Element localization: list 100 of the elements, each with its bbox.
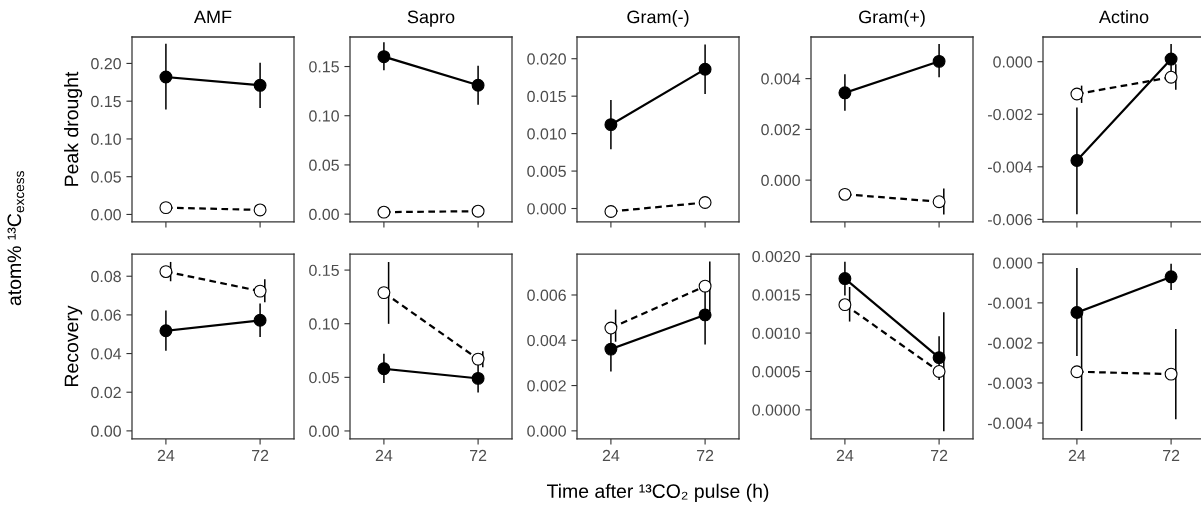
x-tick-label: 24 <box>157 449 175 461</box>
point <box>698 196 712 209</box>
chart-title: Actino <box>1098 10 1149 24</box>
point <box>838 298 852 312</box>
y-tick-label: 0.10 <box>91 133 121 145</box>
point <box>698 308 712 322</box>
y-tick-label: 0.05 <box>91 171 121 183</box>
y-tick-label: 0.000 <box>761 174 800 187</box>
point <box>253 284 267 298</box>
point <box>253 203 267 217</box>
x-tick-label: 24 <box>1068 449 1086 461</box>
y-tick-label: 0.015 <box>527 90 566 103</box>
y-tick-label: 0.02 <box>91 386 121 399</box>
point <box>253 313 267 327</box>
y-tick-label: -0.004 <box>988 161 1033 173</box>
y-axis-title: Peak drought <box>64 71 83 186</box>
y-tick-label: -0.006 <box>988 214 1032 226</box>
point <box>604 342 618 356</box>
y-tick-label: 0.20 <box>91 58 121 70</box>
y-tick-label: 0.15 <box>91 95 121 108</box>
y-tick-label: -0.002 <box>988 108 1032 121</box>
y-tick-label: 0.002 <box>761 124 800 136</box>
point <box>932 364 946 378</box>
y-tick-label: -0.003 <box>988 377 1032 389</box>
y-tick-label: 0.0015 <box>752 289 800 301</box>
point <box>471 204 485 218</box>
y-tick-label: 0.15 <box>309 264 339 277</box>
point <box>159 201 173 215</box>
point <box>377 205 391 219</box>
point <box>159 265 173 279</box>
point <box>471 371 485 385</box>
point <box>159 70 173 84</box>
y-tick-label: 0.006 <box>527 289 566 301</box>
y-tick-label: 0.08 <box>91 270 121 283</box>
y-tick-label: 0.00 <box>91 425 121 437</box>
y-tick-label: -0.002 <box>988 337 1032 349</box>
y-tick-label: 0.15 <box>309 61 339 73</box>
y-tick-label: 0.000 <box>993 56 1032 68</box>
y-tick-label: 0.05 <box>309 371 339 384</box>
x-tick-label: 72 <box>697 449 714 461</box>
x-tick-label: 24 <box>602 449 620 461</box>
y-tick-label: 0.10 <box>309 110 339 122</box>
point <box>471 78 485 92</box>
point <box>471 352 485 366</box>
x-axis-title: Time after ¹³CO₂ pulse (h) <box>546 483 769 502</box>
y-tick-label: 0.00 <box>309 425 339 437</box>
point <box>838 272 852 286</box>
y-axis-title: Recovery <box>64 305 83 386</box>
x-tick-label: 24 <box>836 449 854 461</box>
point <box>1164 52 1178 66</box>
y-tick-label: 0.00 <box>309 208 339 221</box>
chart-title: AMF <box>193 10 232 24</box>
y-tick-label: 0.004 <box>527 334 567 347</box>
point <box>1070 365 1084 379</box>
x-tick-label: 24 <box>375 449 393 461</box>
y-tick-label: 0.000 <box>527 203 566 215</box>
point <box>604 321 618 335</box>
point <box>698 62 712 76</box>
y-tick-label: 0.00 <box>91 209 121 221</box>
point <box>377 286 391 300</box>
point <box>1164 367 1178 381</box>
point <box>1070 306 1084 319</box>
chart-title: Gram(+) <box>859 10 925 27</box>
y-tick-label: 0.0005 <box>752 366 800 378</box>
y-tick-label: 0.04 <box>91 348 122 360</box>
y-tick-label: 0.0020 <box>752 250 800 263</box>
x-tick-label: 72 <box>931 449 948 461</box>
y-tick-label: 0.010 <box>527 128 566 140</box>
chart-title: Sapro <box>407 10 455 27</box>
point <box>932 54 946 68</box>
point <box>698 279 712 293</box>
point <box>377 362 391 376</box>
y-tick-label: 0.002 <box>527 380 566 392</box>
point <box>1164 70 1178 84</box>
y-tick-label: 0.05 <box>309 159 339 171</box>
x-tick-label: 72 <box>470 449 487 461</box>
point <box>1164 270 1178 284</box>
point <box>159 324 173 338</box>
point <box>377 50 391 64</box>
y-tick-label: 0.06 <box>91 309 121 321</box>
y-tick-label: 0.0000 <box>752 404 800 416</box>
y-tick-label: 0.0010 <box>752 327 800 340</box>
text: atom% ¹³C$_{excess}$ <box>7 171 25 306</box>
y-tick-label: 0.10 <box>309 318 339 330</box>
point <box>604 118 618 132</box>
point <box>838 86 852 100</box>
point <box>604 205 618 218</box>
point <box>253 78 267 92</box>
point <box>1070 87 1084 101</box>
chart-title: Gram(-) <box>627 10 689 27</box>
x-tick-label: 72 <box>1163 449 1180 461</box>
y-tick-label: 0.000 <box>993 257 1032 269</box>
y-tick-label: -0.004 <box>988 417 1033 429</box>
point <box>932 351 946 365</box>
point <box>1070 154 1084 167</box>
point <box>838 187 852 201</box>
x-tick-label: 72 <box>252 449 269 461</box>
y-tick-label: 0.000 <box>527 425 566 437</box>
y-tick-label: 0.020 <box>527 53 566 65</box>
y-tick-label: 0.004 <box>761 73 801 85</box>
